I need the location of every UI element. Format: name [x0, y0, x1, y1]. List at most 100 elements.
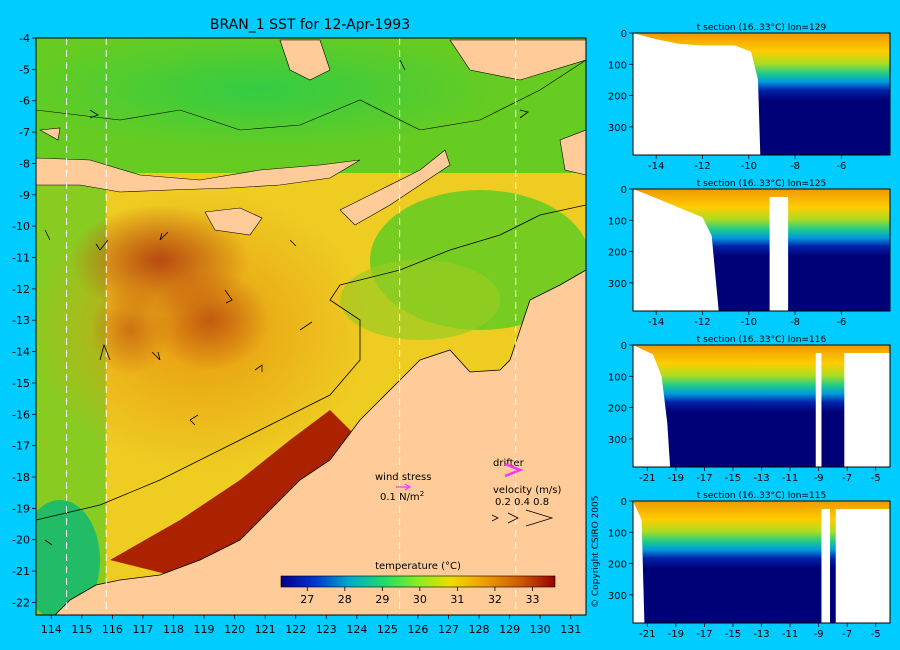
section-y-tick-label: 300	[608, 435, 627, 446]
velocity-label: velocity (m/s)	[493, 485, 561, 496]
section-x-tick-label: -21	[639, 629, 655, 640]
section-x-tick-label: -12	[694, 317, 710, 328]
colorbar-ticks: 27 28 29 30 31 32 33	[300, 587, 539, 606]
map-y-tick-label: -5	[19, 63, 30, 76]
map-x-tick-label: 116	[102, 623, 123, 636]
section-gap	[821, 509, 831, 623]
velocity-scale-arrows	[491, 509, 554, 527]
section-x-tick-label: -14	[648, 317, 664, 328]
wind-stress-label: wind stress	[375, 472, 431, 483]
section-x-tick-label: -17	[696, 629, 712, 640]
section-title: t section (16..33°C) lon=115	[697, 491, 826, 501]
section-y-tick-label: 300	[608, 279, 627, 290]
map-y-tick-label: -8	[19, 157, 30, 170]
northern-islands	[279, 39, 331, 81]
map-y-tick-label: -12	[12, 283, 30, 296]
colorbar-tick-label: 27	[300, 593, 314, 606]
section-panel: t section (16..33°C) lon=125 -14 -12 -10 -8 -…	[608, 179, 891, 328]
map-x-tick-label: 118	[163, 623, 184, 636]
section-x-tick-label: -8	[790, 317, 800, 328]
section-gap	[835, 509, 890, 623]
section-x-tick-label: -19	[668, 473, 684, 484]
colorbar-tick-label: 28	[338, 593, 352, 606]
map-y-tick-label: -14	[12, 346, 30, 359]
wind-stress-arrow	[396, 483, 412, 491]
section-y-tick-label: 0	[621, 341, 627, 352]
map-x-tick-label: 131	[560, 623, 581, 636]
velocity-values: 0.2 0.4 0.8	[495, 497, 549, 508]
sumba-island	[204, 207, 263, 236]
colorbar-tick-label: 33	[525, 593, 539, 606]
section-x-tick-label: -15	[725, 473, 741, 484]
map-x-tick-label: 129	[499, 623, 520, 636]
map-x-tick-label: 114	[41, 623, 62, 636]
main-title: BRAN_1 SST for 12-Apr-1993	[210, 17, 410, 33]
section-x-tick-label: -9	[814, 473, 824, 484]
section-x-tick-label: -5	[871, 473, 881, 484]
colorbar-tick-label: 31	[450, 593, 464, 606]
map-x-tick-label: 127	[438, 623, 459, 636]
map-x-tick-label: 120	[224, 623, 245, 636]
section-title: t section (16..33°C) lon=116	[697, 335, 827, 345]
section-y-tick-label: 300	[608, 591, 627, 602]
section-title: t section (16..33°C) lon=125	[697, 179, 826, 189]
section-y-tick-label: 100	[608, 60, 627, 71]
section-x-tick-label: -7	[842, 473, 852, 484]
section-y-tick-label: 0	[621, 185, 627, 196]
section-x-tick-label: -13	[753, 629, 769, 640]
section-y-tick-label: 100	[608, 216, 627, 227]
map-x-tick-label: 125	[377, 623, 398, 636]
map-x-axis: 114 115 116 117 118 119 120 121 122 123 124 125 126 1…	[41, 615, 581, 636]
section-x-tick-label: -5	[871, 629, 881, 640]
section-panel: t section (16..33°C) lon=129 -14 -12 -10 -8 -…	[608, 23, 891, 172]
australia-landmass	[54, 269, 586, 615]
drifter-arrow	[504, 462, 524, 478]
section-x-tick-label: -14	[648, 161, 664, 172]
section-x-tick-label: -7	[842, 629, 852, 640]
map-x-tick-label: 123	[316, 623, 337, 636]
map-x-tick-label: 130	[530, 623, 551, 636]
section-gap	[815, 353, 822, 467]
section-panel: t section (16..33°C) lon=116 -21 -19 -17 -15…	[608, 335, 891, 484]
section-panel: t section (16..33°C) lon=115 -21 -19 -17 -15…	[608, 491, 891, 640]
map-y-tick-label: -13	[12, 314, 30, 327]
colorbar-tick-label: 29	[375, 593, 389, 606]
section-y-tick-label: 100	[608, 528, 627, 539]
map-y-axis: -4 -5 -6 -7 -8 -9 -10 -11 -12 -13 -14 -15 -16 -17 -18 -…	[12, 32, 36, 609]
section-x-tick-label: -6	[836, 317, 846, 328]
map-y-tick-label: -10	[12, 220, 30, 233]
section-land	[633, 33, 761, 155]
section-x-tick-label: -19	[668, 629, 684, 640]
section-title: t section (16..33°C) lon=129	[697, 23, 827, 33]
map-y-tick-label: -21	[12, 565, 30, 578]
map-y-tick-label: -18	[12, 471, 30, 484]
map-y-tick-label: -17	[12, 440, 30, 453]
sst-map: 114 115 116 117 118 119 120 121 122 123 124 125 126 1…	[12, 32, 587, 636]
map-y-tick-label: -7	[19, 126, 30, 139]
map-x-tick-label: 126	[407, 623, 428, 636]
section-y-tick-label: 100	[608, 372, 627, 383]
section-x-tick-label: -21	[639, 473, 655, 484]
section-x-tick-label: -10	[741, 317, 757, 328]
map-y-tick-label: -19	[12, 502, 30, 515]
map-y-tick-label: -16	[12, 408, 30, 421]
section-x-tick-label: -13	[753, 473, 769, 484]
map-y-tick-label: -9	[19, 189, 30, 202]
colorbar-tick-label: 30	[413, 593, 427, 606]
map-y-tick-label: -15	[12, 377, 30, 390]
section-land	[633, 501, 645, 623]
section-y-tick-label: 200	[608, 560, 627, 571]
sunda-islands	[36, 157, 361, 193]
colorbar-title: temperature (°C)	[375, 561, 461, 572]
drifter-label: drifter	[493, 458, 525, 469]
map-y-tick-label: -20	[12, 534, 30, 547]
map-y-tick-label: -6	[19, 95, 30, 108]
map-y-tick-label: -4	[19, 32, 30, 45]
section-x-tick-label: -17	[696, 473, 712, 484]
map-y-tick-label: -22	[12, 596, 30, 609]
copyright-text: © Copyright CSIRO 2005	[591, 496, 601, 608]
section-x-tick-label: -10	[741, 161, 757, 172]
map-x-tick-label: 119	[194, 623, 215, 636]
section-x-tick-label: -12	[694, 161, 710, 172]
